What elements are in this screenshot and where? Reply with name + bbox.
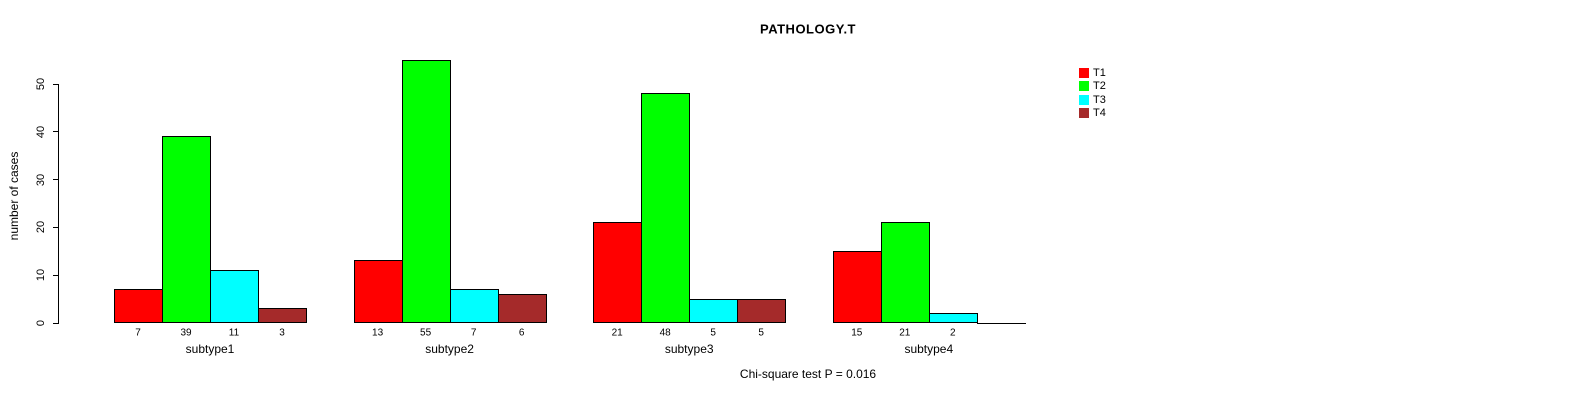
bar-t4-subtype3: [737, 298, 787, 324]
y-axis: [58, 83, 59, 324]
bar-value-label: 15: [851, 327, 863, 338]
bar-t2-subtype3: [641, 93, 691, 324]
bar-t1-subtype3: [593, 222, 643, 324]
legend-label-t4: T4: [1093, 106, 1106, 119]
bar-value-label: 3: [279, 327, 285, 338]
y-tick-label: 10: [35, 269, 47, 282]
y-tick: [53, 226, 58, 228]
bar-t2-subtype1: [162, 136, 211, 324]
y-axis-label: number of cases: [7, 151, 21, 241]
legend-swatch-t1: [1079, 68, 1089, 78]
legend-swatch-t3: [1079, 94, 1089, 105]
chi-square-annotation: Chi-square test P = 0.016: [739, 367, 877, 381]
bar-t3-subtype3: [689, 298, 739, 324]
legend-label-t2: T2: [1093, 80, 1106, 93]
bar-value-label: 21: [899, 327, 911, 338]
bar-t3-subtype4: [928, 312, 978, 324]
bar-value-label: 5: [710, 327, 716, 338]
y-tick-label: 40: [35, 125, 47, 138]
bar-t4-subtype4-zero: [976, 322, 1026, 324]
bar-value-label: 6: [518, 327, 525, 338]
y-tick-label: 0: [35, 319, 47, 327]
bar-t4-subtype1: [258, 308, 307, 324]
category-label-subtype2: subtype2: [425, 342, 474, 356]
y-tick-label: 20: [35, 221, 47, 234]
bar-value-label: 5: [758, 327, 764, 338]
bar-value-label: 2: [950, 327, 956, 338]
y-tick: [53, 179, 58, 181]
bar-t3-subtype2: [449, 289, 499, 324]
bar-t2-subtype2: [401, 59, 451, 324]
bar-t1-subtype2: [353, 260, 403, 324]
bar-t2-subtype4: [880, 222, 930, 324]
bar-t1-subtype1: [114, 289, 163, 324]
bar-value-label: 48: [659, 327, 671, 338]
bar-value-label: 11: [228, 327, 240, 338]
bar-value-label: 21: [611, 327, 623, 338]
bar-value-label: 39: [180, 327, 192, 338]
category-label-subtype4: subtype4: [904, 342, 954, 356]
bar-value-label: 13: [372, 327, 384, 338]
bar-value-label: 7: [135, 327, 141, 338]
bar-t3-subtype1: [210, 269, 259, 324]
category-label-subtype3: subtype3: [664, 342, 714, 356]
bar-value-label: 55: [420, 327, 432, 338]
y-tick-label: 50: [35, 77, 47, 91]
bar-value-label: 7: [470, 327, 477, 338]
legend-swatch-t4: [1079, 107, 1089, 118]
bar-t4-subtype2: [497, 293, 547, 324]
y-tick: [53, 322, 58, 324]
chart-title: PATHOLOGY.T: [759, 21, 857, 37]
legend-swatch-t2: [1079, 81, 1089, 92]
y-tick: [53, 274, 58, 276]
y-tick-label: 30: [35, 173, 47, 186]
legend-label-t1: T1: [1093, 67, 1106, 79]
y-tick: [53, 131, 58, 133]
bar-t1-subtype4: [832, 250, 882, 324]
legend-label-t3: T3: [1093, 93, 1106, 106]
category-label-subtype1: subtype1: [185, 342, 235, 356]
y-tick: [53, 83, 58, 85]
